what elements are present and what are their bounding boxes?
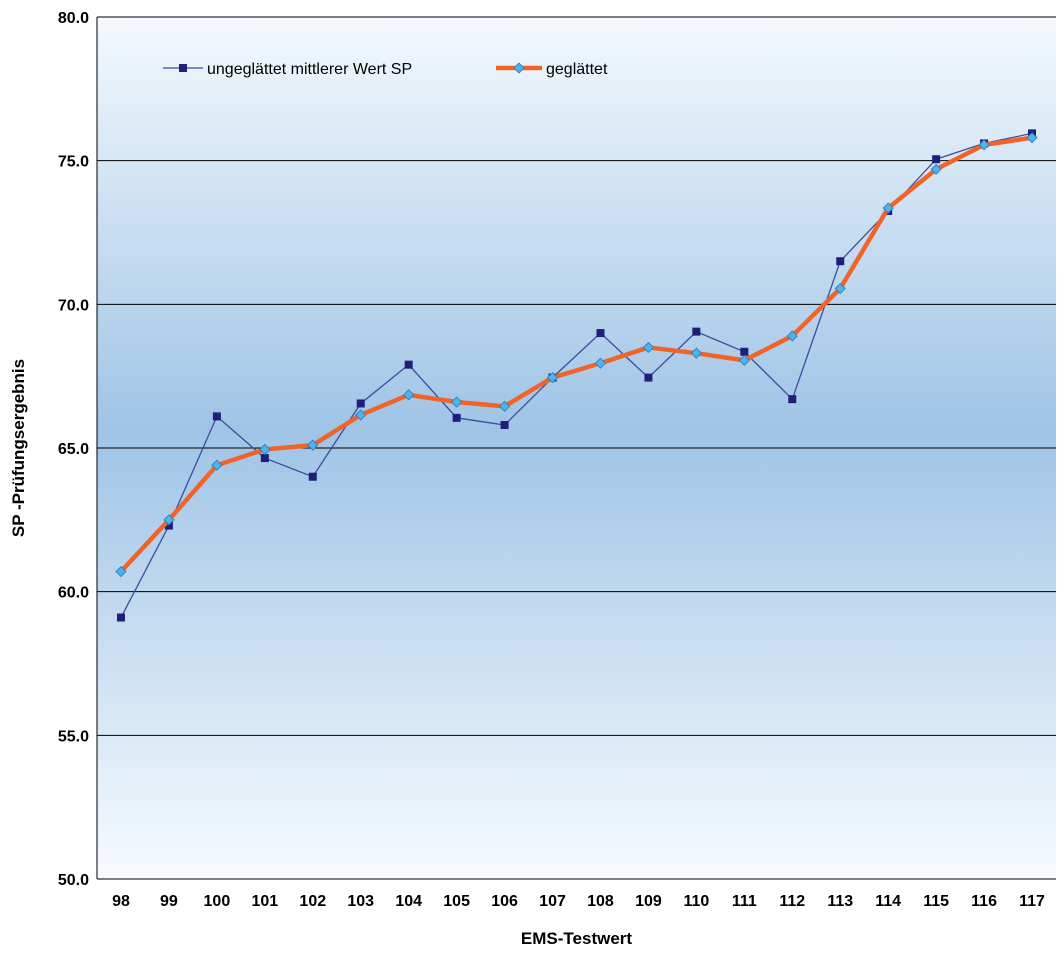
y-tick-label: 60.0 [58,585,89,602]
y-tick-label: 80.0 [58,10,89,27]
data-point-geglaettet [546,372,559,384]
y-axis-title: SP -Prüfungsergebnis [9,359,28,537]
data-point-geglaettet [211,459,223,471]
y-tick-label: 65.0 [58,441,89,458]
data-point-ungeglaettet [692,327,701,336]
data-point-ungeglaettet [212,412,221,421]
data-point-geglaettet [451,396,463,408]
data-point-geglaettet [259,443,271,456]
x-tick-label: 105 [443,893,470,910]
data-point-ungeglaettet [164,521,173,530]
x-tick-label: 111 [732,893,757,910]
data-point-geglaettet [499,400,511,412]
x-tick-label: 117 [1019,893,1045,910]
gridlines [96,16,1056,880]
series-geglaettet [115,132,1038,578]
x-tick-label: 102 [299,893,326,910]
x-tick-label: 116 [971,893,997,910]
data-point-ungeglaettet [116,613,125,622]
legend-label-geglaettet: geglättet [546,61,608,78]
data-point-geglaettet [115,565,127,578]
legend-entry-geglaettet: geglättet [496,61,608,78]
y-tick-label: 75.0 [58,154,89,171]
data-point-ungeglaettet [596,329,605,338]
data-point-geglaettet [594,357,607,369]
data-point-geglaettet [786,330,798,342]
data-point-ungeglaettet [308,472,317,481]
data-point-geglaettet [403,389,415,401]
legend-marker-geglaettet [513,62,525,74]
x-tick-label: 100 [204,893,231,910]
legend-label-ungeglaettet: ungeglättet mittlerer Wert SP [207,61,412,78]
x-tick-label: 107 [539,893,566,910]
legend-entry-ungeglaettet: ungeglättet mittlerer Wert SP [163,61,412,78]
data-point-ungeglaettet [356,399,365,408]
data-point-ungeglaettet [260,454,269,463]
data-point-geglaettet [978,139,990,151]
x-tick-label: 108 [587,893,614,910]
y-tick-label: 55.0 [58,728,89,745]
x-axis-title: EMS-Testwert [521,929,632,948]
x-tick-label: 103 [347,893,374,910]
x-tick-label: 106 [491,893,518,910]
x-tick-label: 99 [160,893,178,910]
y-axis-ticks: 50.0 55.0 60.0 65.0 70.0 75.0 80.0 [58,10,89,889]
x-tick-label: 115 [923,893,949,910]
x-tick-label: 104 [395,893,422,910]
data-point-ungeglaettet [500,421,509,430]
data-point-geglaettet [355,409,367,421]
y-tick-label: 50.0 [58,872,89,889]
data-point-geglaettet [307,439,319,451]
data-point-geglaettet [690,347,702,359]
data-point-ungeglaettet [932,155,941,164]
data-point-ungeglaettet [788,395,797,404]
x-tick-label: 112 [779,893,805,910]
x-axis-ticks: 98 99 100 101 102 103 104 105 106 107 108 109 110 111… [112,893,1045,910]
x-tick-label: 113 [827,893,853,910]
y-tick-label: 70.0 [58,297,89,314]
x-tick-label: 110 [683,893,709,910]
data-point-ungeglaettet [644,373,653,382]
series-line-geglaettet [118,135,1035,574]
x-tick-label: 109 [635,893,662,910]
x-tick-label: 114 [875,893,901,910]
data-point-geglaettet [1026,132,1038,144]
data-point-ungeglaettet [404,360,413,369]
data-point-ungeglaettet [740,347,749,356]
data-point-ungeglaettet [452,413,461,422]
data-point-ungeglaettet [836,257,845,266]
x-tick-label: 101 [251,893,278,910]
legend: ungeglättet mittlerer Wert SP geglättet [163,61,608,78]
x-tick-label: 98 [112,893,130,910]
data-point-geglaettet [930,163,942,175]
legend-marker-ungeglaettet [179,64,187,72]
series-layer [115,129,1038,622]
data-point-geglaettet [834,282,846,295]
data-point-geglaettet [642,341,654,353]
data-point-geglaettet [738,354,750,366]
data-point-geglaettet [163,514,175,526]
data-point-geglaettet [882,202,894,214]
